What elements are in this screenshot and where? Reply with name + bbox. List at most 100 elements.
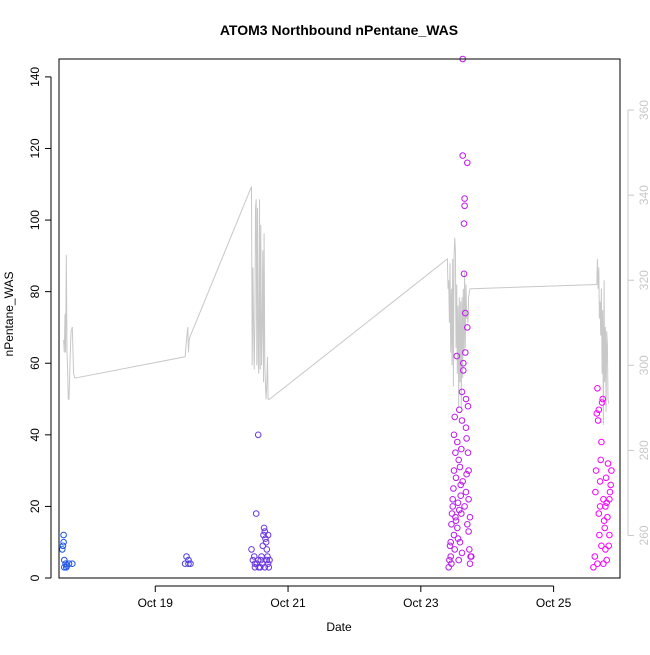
data-point [263, 546, 271, 553]
data-point [250, 553, 258, 560]
x-axis-label: Date [326, 620, 352, 634]
data-point [458, 388, 466, 396]
data-point [606, 496, 613, 503]
data-point [591, 553, 599, 560]
data-point [460, 367, 467, 374]
data-point [460, 220, 468, 227]
data-point [456, 506, 463, 514]
y2-tick-label: 280 [637, 440, 650, 460]
data-point [454, 524, 461, 532]
data-point [452, 517, 460, 525]
data-point [185, 556, 192, 564]
data-point [60, 531, 67, 539]
data-point [448, 521, 455, 528]
x-tick-label: Oct 25 [536, 596, 572, 610]
data-point [456, 463, 464, 471]
data-point [462, 424, 470, 432]
data-point [593, 410, 601, 417]
y-tick-label: 40 [28, 428, 42, 442]
data-point [459, 152, 467, 159]
data-point [599, 395, 607, 403]
data-point [458, 445, 465, 453]
data-point [457, 481, 465, 489]
y-tick-label: 100 [28, 210, 42, 230]
y-tick-label: 120 [28, 138, 42, 158]
data-point [606, 488, 614, 496]
data-point [595, 406, 603, 414]
data-point [260, 524, 268, 532]
data-point [248, 546, 255, 553]
y-tick-label: 80 [28, 285, 42, 299]
data-point [458, 417, 466, 424]
y2-tick-label: 340 [637, 185, 650, 205]
data-point [261, 528, 269, 535]
data-point [461, 503, 468, 510]
data-point [465, 496, 472, 503]
data-point [602, 503, 609, 510]
x-tick-label: Oct 23 [403, 596, 439, 610]
data-point [600, 517, 608, 525]
y-axis-label: nPentane_WAS [2, 272, 16, 357]
data-point [450, 431, 458, 439]
y2-tick-label: 300 [637, 355, 650, 375]
data-point [448, 560, 455, 568]
data-point [456, 538, 464, 546]
data-point [450, 485, 457, 492]
data-point [464, 159, 471, 167]
data-point [65, 560, 73, 568]
data-point [259, 542, 267, 550]
data-point [447, 538, 455, 546]
x-tick-label: Oct 19 [138, 596, 174, 610]
data-point [187, 560, 194, 568]
data-point [264, 553, 271, 560]
data-point [601, 524, 609, 532]
y-tick-label: 140 [28, 67, 42, 87]
data-point [592, 467, 600, 474]
data-point [452, 513, 459, 521]
data-point [604, 513, 611, 521]
data-point [451, 546, 459, 553]
data-point [456, 406, 463, 414]
data-point [450, 531, 458, 539]
data-point [265, 564, 273, 571]
data-point [454, 535, 462, 542]
data-point [455, 556, 463, 564]
data-point [249, 556, 257, 564]
data-point [461, 202, 468, 210]
data-point [455, 456, 463, 464]
data-point [465, 528, 472, 535]
data-point [602, 546, 609, 553]
data-point [60, 538, 67, 546]
data-point [607, 481, 615, 489]
secondary-series-layer [63, 186, 610, 425]
data-point [465, 467, 472, 474]
data-point [462, 488, 470, 496]
data-point [466, 513, 474, 521]
data-point [264, 531, 272, 539]
y-tick-label: 20 [28, 499, 42, 513]
data-point [263, 556, 271, 564]
data-point [606, 531, 613, 539]
data-point [464, 402, 472, 410]
data-point [252, 510, 260, 517]
data-point [466, 560, 474, 568]
data-point [596, 478, 604, 485]
data-point [597, 456, 605, 464]
y2-tick-label: 320 [637, 270, 650, 290]
points-layer [59, 55, 615, 571]
data-point [458, 549, 466, 557]
data-point [594, 417, 602, 424]
data-point [598, 399, 606, 406]
data-point [596, 531, 603, 539]
data-point [260, 531, 267, 539]
data-point [446, 542, 454, 550]
data-point [460, 270, 468, 278]
data-point [448, 510, 456, 517]
data-point [185, 560, 192, 568]
data-point [454, 499, 462, 507]
data-point [183, 553, 190, 560]
data-point [468, 553, 475, 560]
